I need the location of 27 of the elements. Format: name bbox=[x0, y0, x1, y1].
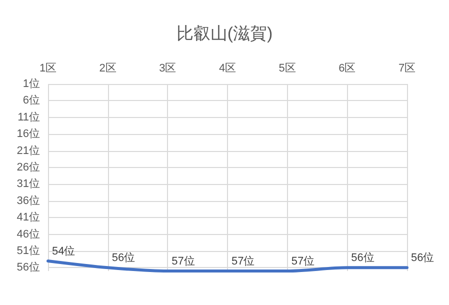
y-tick-label: 1位 bbox=[22, 78, 40, 90]
data-label: 56位 bbox=[112, 252, 136, 264]
y-tick-label: 31位 bbox=[16, 178, 40, 190]
y-tick-label: 41位 bbox=[16, 212, 40, 224]
x-tick-label: 2区 bbox=[99, 62, 116, 74]
data-label: 57位 bbox=[232, 256, 255, 268]
x-tick-label: 5区 bbox=[278, 62, 296, 74]
data-label: 57位 bbox=[172, 256, 195, 268]
x-tick-label: 3区 bbox=[159, 62, 176, 74]
y-tick-label: 21位 bbox=[16, 144, 40, 157]
y-tick-label: 16位 bbox=[16, 128, 40, 140]
y-tick-label: 26位 bbox=[16, 161, 40, 174]
chart-title: 比叡山(滋賀) bbox=[176, 24, 273, 43]
data-label: 57位 bbox=[291, 256, 315, 268]
y-tick-label: 6位 bbox=[22, 94, 40, 107]
y-tick-label: 36位 bbox=[16, 194, 40, 207]
x-tick-label: 7区 bbox=[398, 62, 416, 74]
y-tick-label: 11位 bbox=[18, 111, 40, 124]
y-tick-label: 56位 bbox=[16, 262, 40, 274]
y-tick-label: 46位 bbox=[16, 228, 40, 240]
data-label: 54位 bbox=[52, 245, 76, 258]
data-label: 56位 bbox=[411, 252, 434, 264]
x-tick-label: 6区 bbox=[338, 62, 356, 74]
data-label: 56位 bbox=[351, 252, 374, 264]
x-tick-label: 1区 bbox=[39, 62, 57, 74]
x-tick-label: 4区 bbox=[218, 62, 236, 74]
y-tick-label: 51位 bbox=[16, 244, 40, 257]
